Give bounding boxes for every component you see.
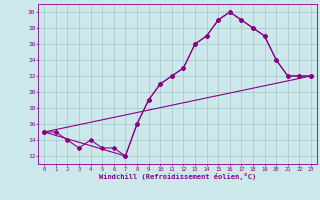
X-axis label: Windchill (Refroidissement éolien,°C): Windchill (Refroidissement éolien,°C)	[99, 173, 256, 180]
